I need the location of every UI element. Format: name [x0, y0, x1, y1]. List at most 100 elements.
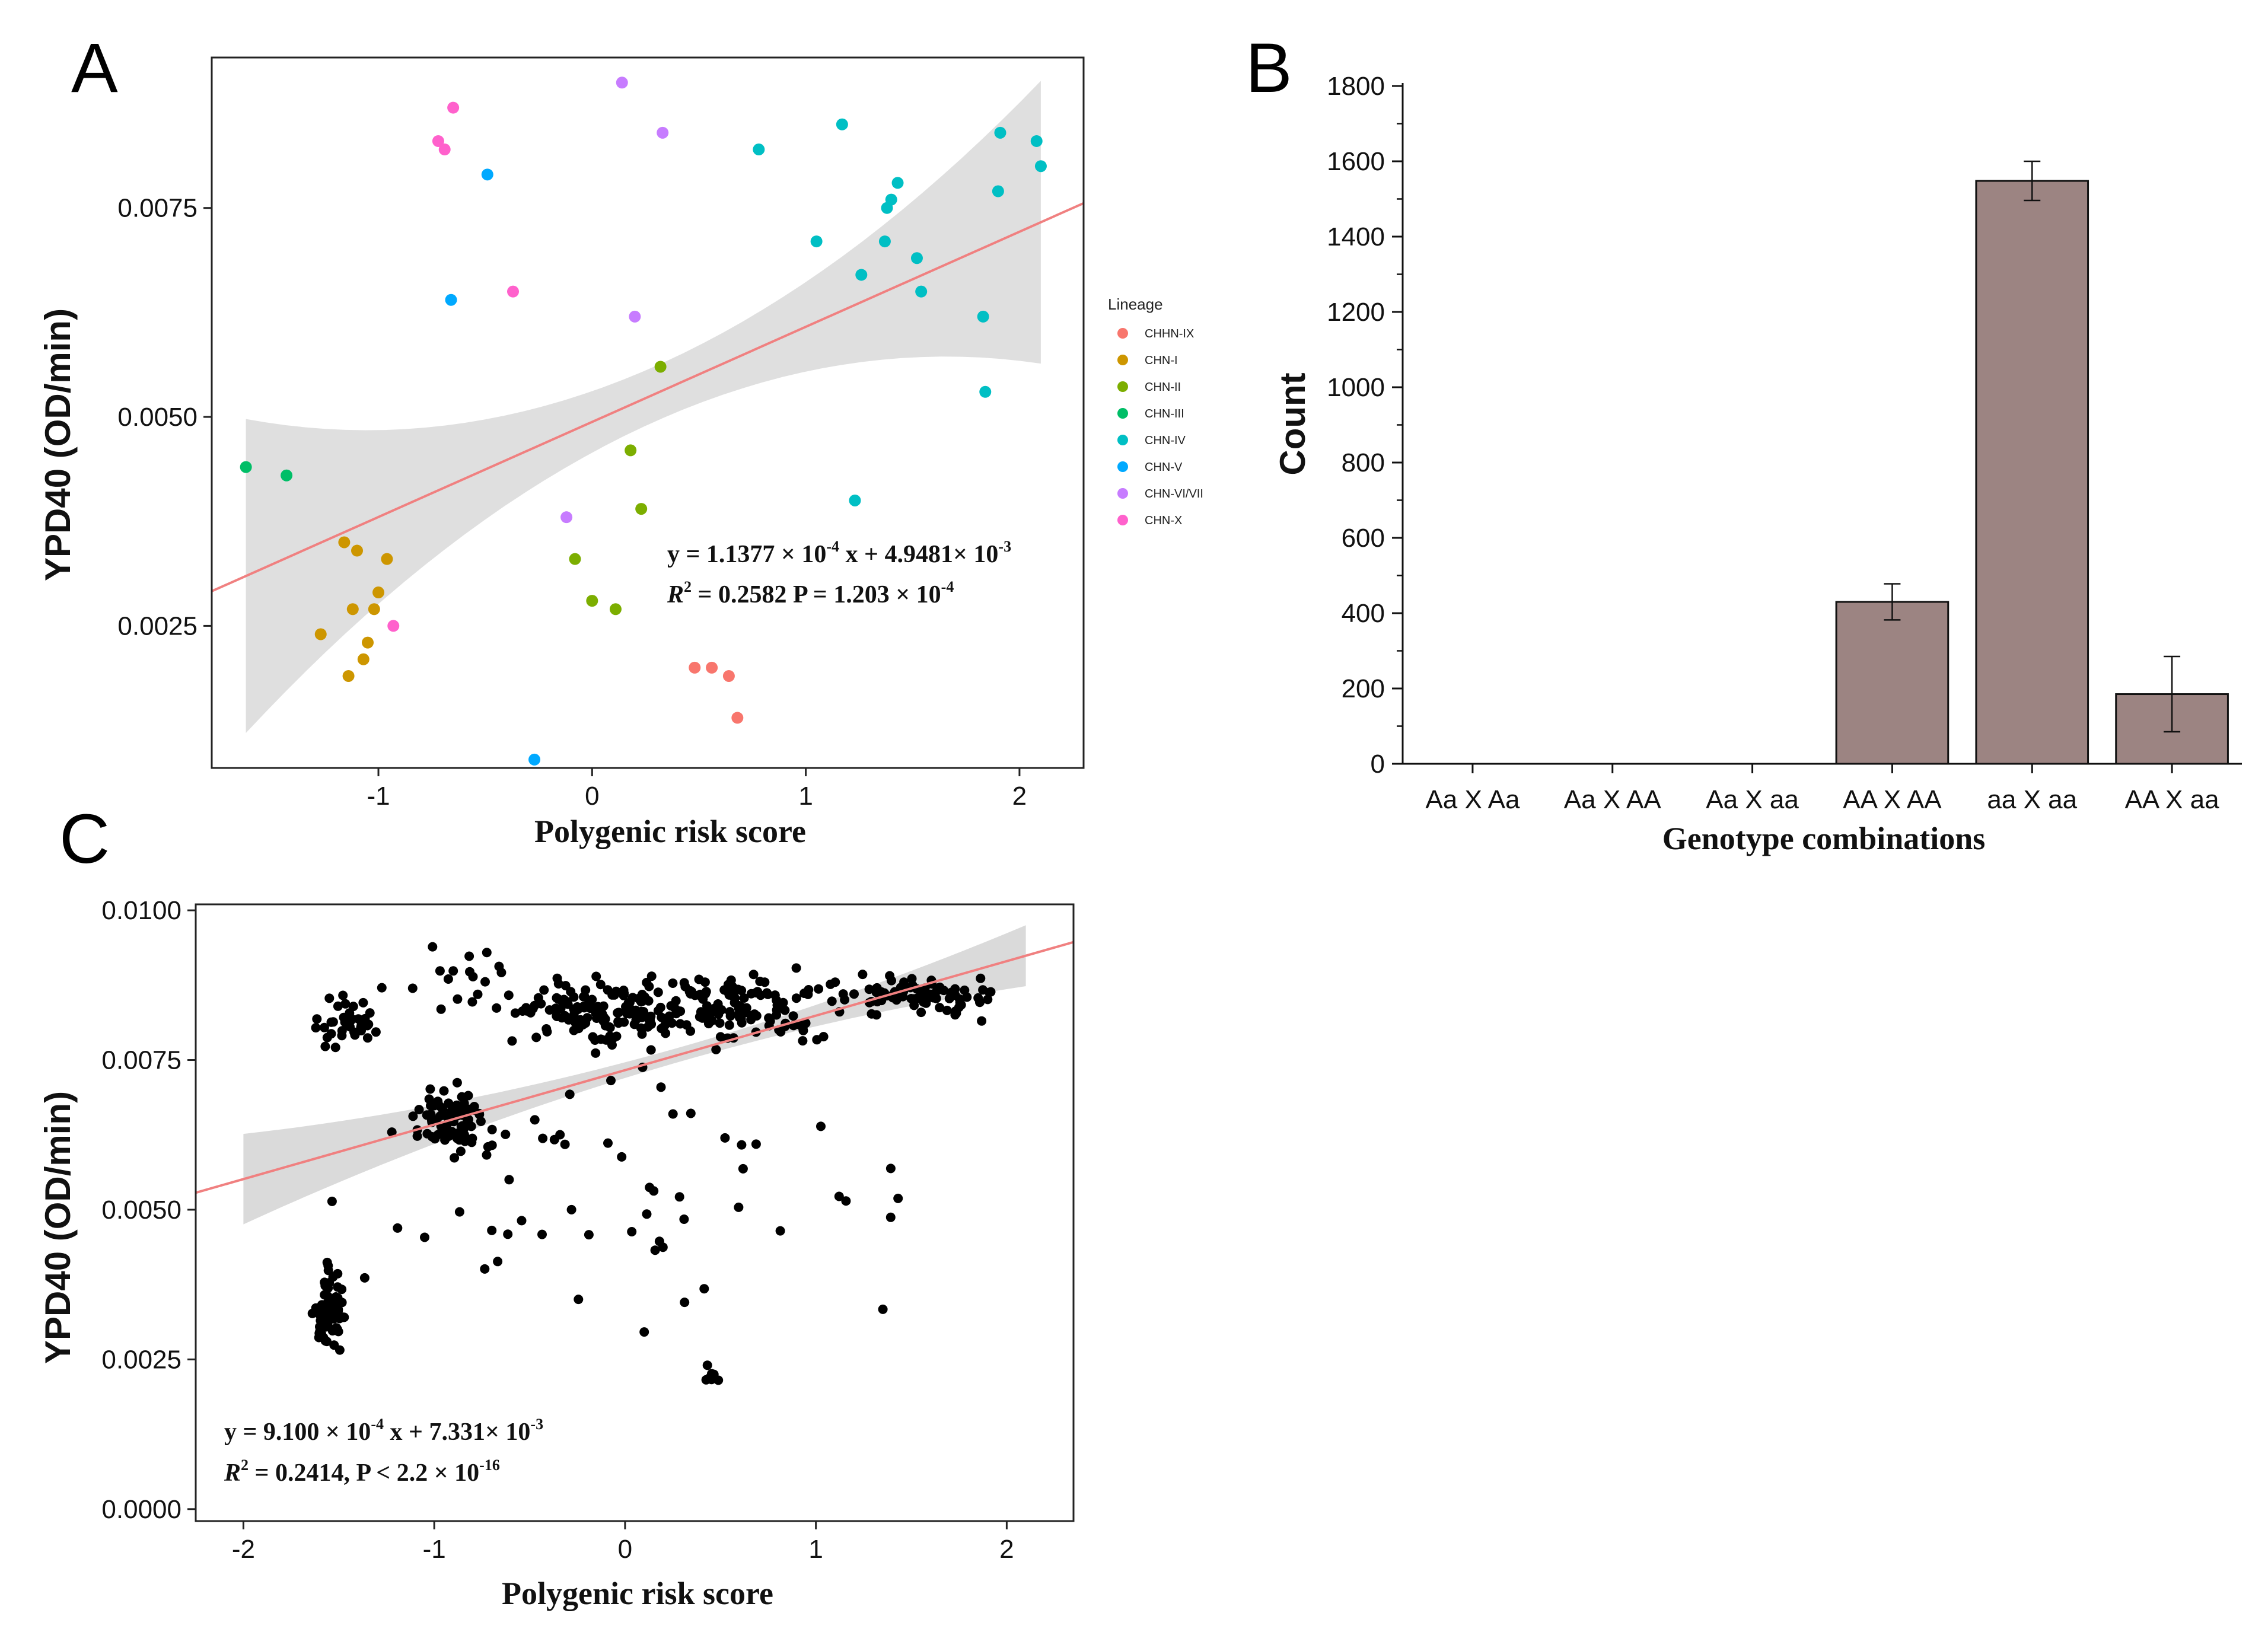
panel-c-point [476, 1117, 486, 1126]
panel-a-eq1-exp2: -3 [998, 538, 1011, 555]
panel-c-point [906, 994, 916, 1003]
panel-a-point [629, 310, 641, 323]
panel-c-point [324, 1278, 335, 1287]
panel-c-point [887, 976, 896, 986]
panel-c-eq1-exp2: -3 [530, 1416, 543, 1433]
panel-a-point [722, 670, 735, 682]
panel-c-point [623, 998, 633, 1008]
panel-a-point [706, 661, 718, 674]
panel-c-point [566, 987, 576, 997]
panel-c-point [942, 1005, 952, 1015]
panel-b-y-tick-label: 200 [1342, 674, 1385, 703]
panel-c-point [572, 1002, 582, 1012]
panel-c-point [607, 1040, 617, 1050]
panel-c-point [559, 994, 569, 1005]
panel-b-y-tick-label: 1000 [1327, 373, 1385, 402]
panel-c-point [435, 966, 445, 976]
panel-c-point [454, 1207, 464, 1217]
panel-c-point [637, 1012, 647, 1022]
panel-a-point [381, 553, 393, 565]
panel-c-point [645, 1016, 655, 1026]
panel-c-point [644, 981, 654, 992]
panel-c-point [765, 1016, 775, 1026]
panel-c-ci-band [243, 925, 1026, 1225]
panel-c-point [841, 1196, 851, 1206]
panel-c-point [492, 1003, 502, 1013]
panel-a-point [836, 118, 848, 130]
panel-a-legend-label: CHN-V [1145, 461, 1183, 474]
panel-c-point [552, 1011, 562, 1021]
panel-c-point [772, 995, 782, 1005]
panel-c-point [736, 1006, 746, 1016]
panel-a-legend-swatch [1117, 408, 1128, 419]
panel-c-point [480, 977, 490, 987]
panel-c-confidence-band [243, 925, 1026, 1225]
panel-c-point [452, 1078, 462, 1088]
panel-c-point [356, 1022, 366, 1032]
panel-c-eq1-exp1: -4 [371, 1416, 384, 1433]
panel-c-point [976, 973, 986, 983]
panel-a-point [346, 603, 359, 616]
panel-a-point [281, 469, 293, 482]
panel-c-x-tick-label: -1 [423, 1535, 446, 1564]
panel-c-point [487, 1124, 497, 1134]
panel-c-point [680, 1298, 690, 1308]
panel-c-point [444, 1098, 454, 1108]
panel-c-point [812, 1035, 822, 1045]
panel-c-point [726, 975, 736, 985]
panel-c-point [538, 1133, 548, 1143]
panel-c-point [985, 987, 995, 997]
panel-a-legend-title: Lineage [1108, 295, 1163, 313]
panel-c-point [816, 1121, 826, 1131]
panel-c-point [448, 966, 458, 976]
panel-a-point [1034, 160, 1047, 173]
panel-c-point [826, 979, 836, 989]
panel-c-eq2-part-a: R [224, 1459, 241, 1487]
panel-c-point [591, 971, 601, 981]
panel-c-point [703, 1019, 713, 1029]
panel-b-x-tick-label: AA X aa [2125, 785, 2220, 814]
panel-c-point [507, 1036, 517, 1046]
panel-c-point [907, 974, 917, 984]
panel-c-point [921, 997, 931, 1007]
panel-c-eq1-part-a: y = 9.100 × 10 [224, 1418, 371, 1446]
panel-c-point [755, 977, 765, 986]
panel-a-legend-swatch [1117, 381, 1128, 392]
panel-c-point [950, 1010, 960, 1020]
panel-c-point [496, 968, 507, 977]
panel-c-point [530, 1115, 540, 1125]
panel-c-point [720, 1133, 730, 1143]
panel-c-point [463, 1091, 473, 1101]
panel-c-point [814, 984, 824, 994]
panel-a-x-tick-label: 0 [585, 782, 599, 811]
panel-a-equation-line2: R2 = 0.2582 P = 1.203 × 10-4 [667, 578, 954, 608]
panel-c-point [715, 1018, 725, 1028]
panel-c-point [798, 1025, 808, 1035]
panel-c-point [696, 991, 706, 1001]
panel-a-eq1-part-b: x + 4.9481× 10 [839, 541, 998, 568]
panel-a-legend: CHHN-IX CHN-I CHN-II CHN-III CHN-IV CHN-V CHN-… [1117, 327, 1203, 527]
panel-c-point [898, 992, 908, 1002]
panel-c-point [772, 1005, 782, 1015]
panel-c-point [422, 1128, 432, 1139]
panel-c-point [407, 983, 418, 993]
panel-c-point [673, 1006, 683, 1016]
panel-a-confidence-band [246, 81, 1041, 733]
panel-c-point [750, 1009, 760, 1019]
panel-c-point [510, 1008, 520, 1018]
panel-a-point [878, 235, 891, 248]
panel-a-point [362, 636, 374, 649]
panel-a-point [1030, 135, 1043, 147]
panel-c-point [467, 1137, 477, 1147]
panel-c-point [453, 994, 463, 1004]
panel-c-point [443, 974, 453, 984]
panel-b-x-tick-label: aa X aa [1987, 785, 2077, 814]
panel-a-point [609, 603, 622, 616]
panel-c-point [346, 1016, 356, 1026]
panel-b-x-tick-label: Aa X aa [1706, 785, 1799, 814]
panel-c-point [724, 1020, 734, 1030]
panel-c-point [333, 1001, 343, 1011]
panel-c-point [312, 1014, 322, 1024]
panel-a-point [910, 252, 923, 264]
panel-a-point [994, 126, 1006, 139]
